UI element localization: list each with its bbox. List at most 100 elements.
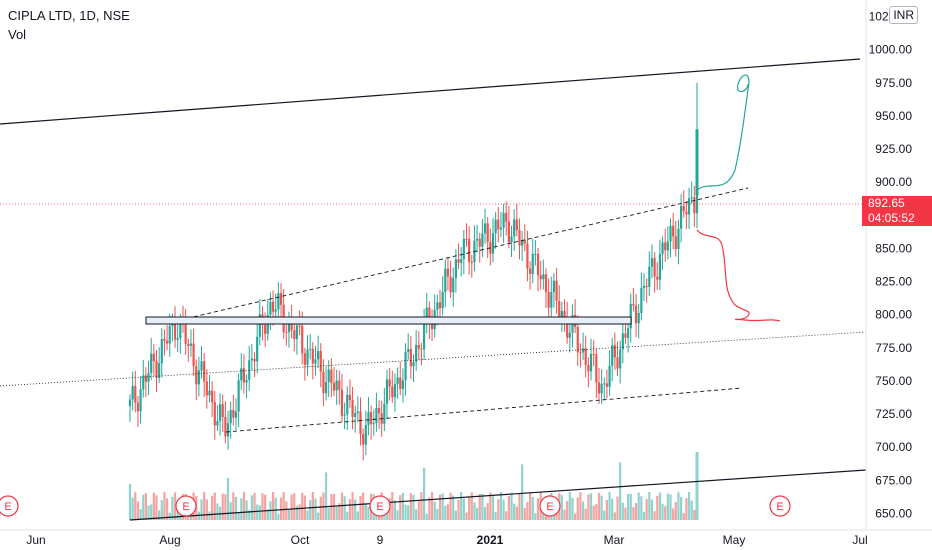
candle-body bbox=[287, 320, 291, 333]
candle-body bbox=[460, 258, 463, 263]
y-tick-label: 750.00 bbox=[875, 374, 912, 388]
volume-bar bbox=[131, 497, 134, 520]
y-tick-label: 775.00 bbox=[875, 341, 912, 355]
volume-bar bbox=[330, 494, 333, 520]
candle-body bbox=[658, 254, 662, 280]
volume-bar bbox=[507, 495, 510, 520]
earnings-marker-icon[interactable] bbox=[175, 495, 197, 517]
candle-body bbox=[595, 354, 598, 383]
candle-body bbox=[441, 291, 444, 309]
volume-bar bbox=[438, 494, 442, 520]
volume-bar bbox=[425, 513, 428, 520]
candle-body bbox=[396, 377, 399, 385]
candle-body bbox=[375, 408, 378, 424]
volume-bar bbox=[640, 496, 643, 520]
volume-bar bbox=[674, 501, 677, 520]
candle-body bbox=[364, 425, 367, 445]
volume-bar bbox=[295, 505, 299, 520]
candle-body bbox=[404, 351, 407, 381]
earnings-marker-icon[interactable] bbox=[0, 495, 19, 517]
volume-bar bbox=[526, 502, 529, 520]
candle-body bbox=[139, 389, 142, 412]
earnings-marker-icon[interactable] bbox=[369, 495, 391, 517]
candle-body bbox=[544, 274, 548, 293]
dashed-resistance-line[interactable] bbox=[179, 187, 749, 321]
candle-body bbox=[401, 380, 405, 389]
earnings-marker-icon[interactable] bbox=[539, 495, 561, 517]
x-tick-label: Jul bbox=[852, 533, 867, 547]
candle-body bbox=[309, 348, 312, 350]
lower-channel-line[interactable] bbox=[129, 469, 867, 521]
candle-body bbox=[192, 343, 195, 367]
candle-body bbox=[335, 380, 338, 391]
volume-bar bbox=[499, 492, 503, 520]
candle-body bbox=[581, 348, 585, 353]
y-tick-label: 800.00 bbox=[875, 308, 912, 322]
x-tick-label: Mar bbox=[604, 533, 625, 547]
y-tick-label: 725.00 bbox=[875, 407, 912, 421]
candle-body bbox=[128, 399, 132, 407]
volume-bar bbox=[150, 504, 153, 520]
volume-bar bbox=[685, 498, 688, 520]
volume-bar bbox=[354, 499, 357, 520]
volume-bar bbox=[364, 503, 367, 520]
candle-body bbox=[290, 320, 293, 331]
volume-bar bbox=[261, 493, 264, 520]
volume-bar bbox=[568, 492, 571, 520]
volume-bar bbox=[311, 492, 314, 520]
volume-bar bbox=[571, 497, 574, 520]
currency-badge[interactable]: INR bbox=[889, 6, 918, 24]
candle-body bbox=[189, 343, 193, 346]
volume-bar bbox=[128, 484, 132, 520]
volume-label[interactable]: Vol bbox=[8, 27, 27, 42]
candle-body bbox=[547, 292, 550, 308]
candle-body bbox=[446, 268, 450, 277]
upper-channel-line[interactable] bbox=[0, 58, 861, 125]
volume-bar bbox=[430, 492, 434, 520]
horizontal-zone-box[interactable] bbox=[145, 316, 632, 325]
volume-bar bbox=[332, 493, 336, 520]
candle-body bbox=[218, 404, 222, 422]
candle-body bbox=[372, 423, 375, 425]
volume-bar bbox=[422, 467, 426, 520]
candle-body bbox=[486, 223, 489, 243]
volume-bar bbox=[134, 492, 137, 520]
volume-bar bbox=[319, 496, 322, 520]
price-axis[interactable]: 650.00 675.00 700.00 725.00 750.00 775.00 800.… bbox=[865, 0, 912, 530]
candle-body bbox=[377, 408, 381, 414]
time-axis[interactable]: Jun Aug Oct 9 2021 Mar May Jul bbox=[0, 529, 932, 547]
downside-projection-path[interactable] bbox=[696, 229, 781, 322]
volume-bar bbox=[521, 464, 524, 520]
candle-body bbox=[619, 349, 622, 369]
trendline-drawings[interactable] bbox=[0, 58, 867, 521]
dotted-midline[interactable] bbox=[0, 331, 867, 387]
earnings-marker-icon[interactable] bbox=[769, 495, 791, 517]
candle-body bbox=[666, 241, 669, 251]
candle-body bbox=[515, 219, 518, 231]
volume-bar bbox=[248, 510, 251, 520]
volume-bar bbox=[672, 508, 675, 520]
symbol-title[interactable]: CIPLA LTD, 1D, NSE bbox=[8, 8, 130, 23]
volume-bar bbox=[650, 499, 654, 520]
volume-bar bbox=[664, 506, 667, 520]
x-tick-label: 2021 bbox=[477, 533, 504, 547]
candle-body bbox=[661, 242, 664, 255]
upside-projection-path[interactable] bbox=[696, 74, 750, 191]
volume-bar bbox=[441, 493, 444, 520]
volume-bar bbox=[627, 494, 630, 520]
candle-body bbox=[221, 404, 224, 417]
y-tick-label: 675.00 bbox=[875, 473, 912, 487]
volume-bar bbox=[523, 508, 526, 520]
volume-bar bbox=[510, 492, 513, 520]
volume-bar bbox=[581, 501, 585, 520]
earnings-marker-letter: E bbox=[4, 501, 11, 513]
volume-bar bbox=[256, 504, 259, 520]
volume-bar bbox=[645, 499, 648, 520]
candle-body bbox=[197, 370, 200, 385]
dashed-support-line[interactable] bbox=[225, 387, 743, 433]
candle-body bbox=[497, 219, 500, 230]
candle-body bbox=[213, 402, 216, 426]
x-tick-label: Jun bbox=[26, 533, 45, 547]
